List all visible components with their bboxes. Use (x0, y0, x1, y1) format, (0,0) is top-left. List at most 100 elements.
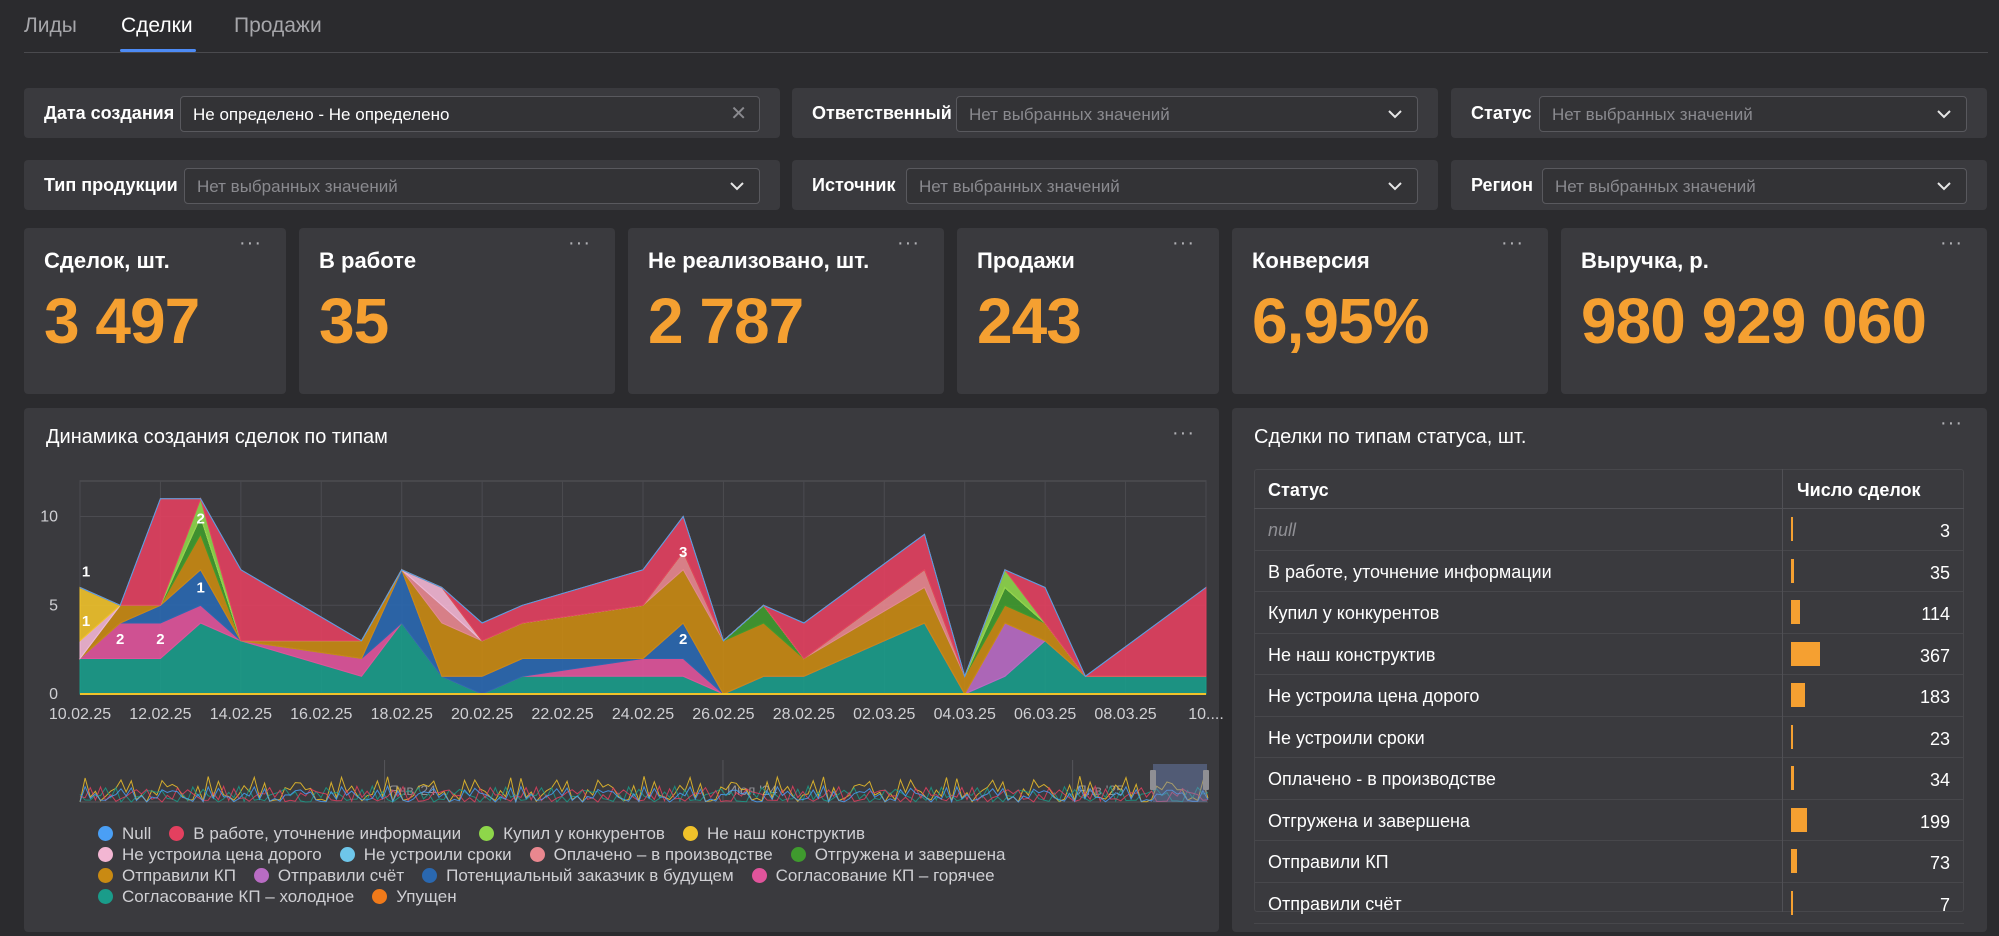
region-select[interactable]: Нет выбранных значений (1542, 168, 1967, 204)
tab-leads[interactable]: Лиды (24, 14, 77, 37)
y-tick-label: 0 (49, 686, 58, 703)
filter-label: Источник (812, 175, 896, 195)
tab-deals[interactable]: Сделки (121, 14, 193, 37)
table-row[interactable]: Не устроила цена дорого 183 (1254, 675, 1964, 717)
x-tick-label: 18.02.25 (371, 706, 433, 723)
panel-title: Динамика создания сделок по типам (46, 426, 388, 448)
legend-item[interactable]: Не устроили сроки (339, 845, 512, 865)
x-tick-label: 28.02.25 (773, 706, 835, 723)
table-row[interactable]: Оплачено - в производстве 34 (1254, 758, 1964, 800)
count-cell: 114 (1921, 604, 1950, 624)
more-menu-icon[interactable]: ··· (1940, 232, 1963, 254)
count-cell: 183 (1919, 687, 1950, 707)
legend-item[interactable]: Оплачено – в производстве (529, 845, 773, 865)
kpi-conversion: Конверсия 6,95% ··· (1232, 228, 1548, 394)
responsible-select[interactable]: Нет выбранных значений (956, 96, 1418, 132)
navigator-series (79, 784, 1209, 803)
x-tick-label: 10.02.25 (49, 706, 111, 723)
table-row[interactable]: Отправили КП 73 (1254, 841, 1964, 883)
data-label: 1 (82, 613, 90, 630)
kpi-revenue: Выручка, р. 980 929 060 ··· (1561, 228, 1987, 394)
table-row[interactable]: В работе, уточнение информации 35 (1254, 551, 1964, 592)
filter-created-date: Дата создания Не определено - Не определ… (24, 88, 780, 138)
table-row[interactable]: Отгружена и завершена 199 (1254, 800, 1964, 841)
more-menu-icon[interactable]: ··· (568, 232, 591, 254)
count-cell: 23 (1929, 728, 1950, 749)
legend-item[interactable]: Согласование КП – горячее (751, 866, 995, 886)
chart-areas (78, 497, 1207, 696)
legend-item[interactable]: Отгружена и завершена (790, 845, 1005, 865)
legend-item[interactable]: Не наш конструктив (682, 824, 865, 844)
source-placeholder: Нет выбранных значений (919, 177, 1120, 196)
column-header-status[interactable]: Статус (1268, 480, 1329, 500)
legend-label: Оплачено – в производстве (553, 845, 773, 864)
filter-label: Регион (1471, 175, 1533, 195)
chevron-down-icon (1937, 110, 1951, 119)
status-cell: Купил у конкурентов (1268, 603, 1440, 623)
count-cell: 3 (1939, 521, 1950, 541)
legend-item[interactable]: Отправили КП (98, 866, 236, 886)
table-row[interactable]: null 3 (1254, 509, 1964, 551)
table-row[interactable]: Купил у конкурентов 114 (1254, 592, 1964, 634)
x-tick-label: 06.03.25 (1014, 706, 1076, 723)
count-bar (1791, 807, 1807, 832)
legend-dot-icon (339, 847, 355, 862)
more-menu-icon[interactable]: ··· (897, 232, 920, 254)
status-cell: Отправили счёт (1268, 893, 1402, 914)
status-panel: Сделки по типам статуса, шт. ··· (1232, 408, 1987, 932)
y-tick-label: 10 (40, 509, 58, 526)
more-menu-icon[interactable]: ··· (1501, 232, 1524, 254)
legend-dot-icon (253, 868, 269, 883)
filter-status: Статус Нет выбранных значений (1451, 88, 1987, 138)
kpi-title: В работе (319, 248, 417, 273)
more-menu-icon[interactable]: ··· (239, 232, 262, 254)
navigator-handle-left (1150, 770, 1156, 790)
table-row[interactable]: Отправили счёт 7 (1254, 883, 1964, 924)
legend-dot-icon (98, 868, 113, 883)
count-bar (1791, 849, 1797, 873)
legend-item[interactable]: Упущен (372, 887, 457, 907)
count-cell: 35 (1929, 562, 1950, 583)
clear-icon[interactable]: ✕ (730, 103, 747, 125)
column-divider (1782, 469, 1783, 912)
column-header-count[interactable]: Число сделок (1797, 480, 1921, 500)
more-menu-icon[interactable]: ··· (1172, 232, 1195, 254)
y-axis-labels: 0 5 10 (40, 509, 58, 704)
legend-dot-icon (98, 826, 113, 841)
kpi-deals: Сделок, шт. 3 497 ··· (24, 228, 286, 394)
legend-item[interactable]: Отправили счёт (253, 866, 404, 886)
navigator-handle-right (1203, 770, 1209, 790)
chart-navigator: Янв '24 Июл '24 Янв '25 (79, 760, 1209, 804)
status-select[interactable]: Нет выбранных значений (1539, 96, 1967, 132)
product-type-select[interactable]: Нет выбранных значений (184, 168, 760, 204)
legend-item[interactable]: Null (98, 824, 151, 844)
x-tick-label: 20.02.25 (451, 706, 513, 723)
legend-item[interactable]: В работе, уточнение информации (169, 824, 461, 844)
more-menu-icon[interactable]: ··· (1172, 422, 1195, 444)
table-row[interactable]: Не устроили сроки 23 (1254, 717, 1964, 758)
count-bar (1791, 558, 1794, 583)
status-cell: Не наш конструктив (1268, 644, 1436, 665)
navigator-label: Июл '24 (727, 782, 778, 798)
area-chart: 0 5 10 10.02.25 12.02.25 14.02.25 16.02.25 18.… (40, 480, 1224, 804)
created-date-input[interactable]: Не определено - Не определено ✕ (180, 96, 760, 132)
count-cell: 199 (1919, 811, 1950, 832)
count-cell: 73 (1929, 853, 1950, 873)
filter-label: Ответственный (812, 103, 952, 123)
legend-label: Null (122, 824, 152, 843)
count-bar (1791, 766, 1794, 790)
chevron-down-icon (1937, 182, 1951, 191)
data-label: 1 (82, 564, 90, 581)
more-menu-icon[interactable]: ··· (1940, 412, 1963, 434)
legend-item[interactable]: Не устроила цена дорого (98, 845, 322, 865)
legend-item[interactable]: Потенциальный заказчик в будущем (422, 866, 734, 886)
filter-source: Источник Нет выбранных значений (792, 160, 1438, 210)
tab-sales[interactable]: Продажи (234, 14, 322, 37)
source-select[interactable]: Нет выбранных значений (906, 168, 1418, 204)
legend-item[interactable]: Согласование КП – холодное (98, 887, 354, 907)
legend-item[interactable]: Купил у конкурентов (479, 824, 665, 844)
table-row[interactable]: Не наш конструктив 367 (1254, 634, 1964, 675)
data-labels: 1 1 2 2 2 1 3 2 (82, 510, 688, 648)
x-tick-label: 16.02.25 (290, 706, 352, 723)
legend-label: Согласование КП – горячее (775, 866, 995, 885)
